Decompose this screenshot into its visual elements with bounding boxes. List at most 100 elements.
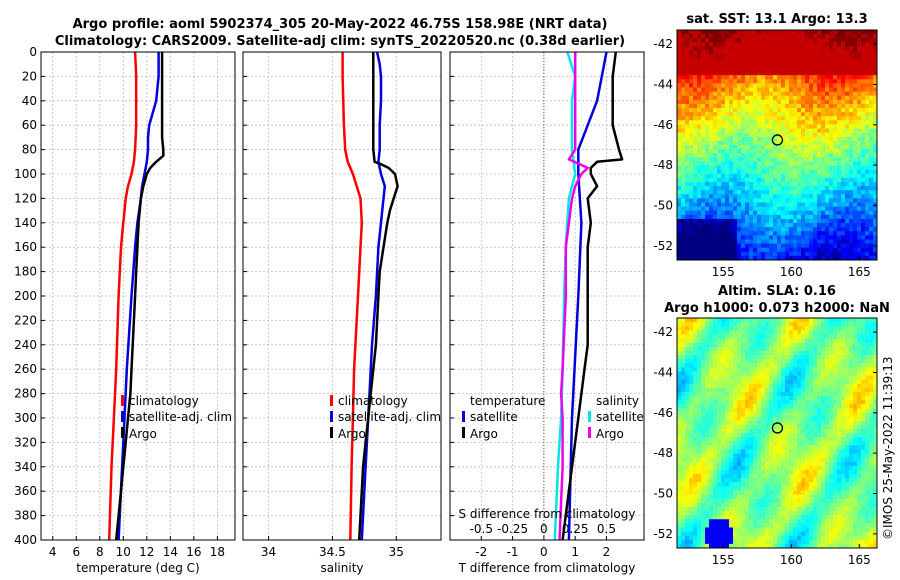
map-cell [825, 181, 830, 187]
x-tick-label: 35 [389, 545, 404, 559]
map-cell [709, 136, 714, 142]
map-cell [757, 165, 762, 171]
map-cell [681, 379, 686, 385]
map-cell [817, 342, 822, 348]
map-cell [777, 330, 782, 335]
map-cell [801, 42, 806, 47]
map-cell [853, 91, 858, 97]
map-cell [761, 103, 766, 109]
map-cell [797, 350, 802, 356]
map-cell [801, 54, 806, 60]
map-cell [857, 153, 862, 158]
map-cell [757, 396, 762, 401]
map-cell [741, 206, 746, 212]
map-cell [717, 396, 722, 401]
map-cell [781, 38, 786, 43]
map-cell [865, 445, 870, 450]
map-cell [793, 342, 798, 348]
map-cell [857, 177, 862, 183]
map-cell [745, 30, 750, 35]
map-cell [705, 375, 710, 381]
map-cell [849, 99, 854, 105]
map-cell [849, 412, 854, 417]
map-cell [725, 400, 730, 405]
map-cell [697, 354, 702, 360]
map-cell [741, 136, 746, 142]
map-cell [857, 140, 862, 146]
map-cell [709, 157, 714, 162]
map-cell [773, 379, 778, 385]
map-cell [733, 346, 738, 352]
map-cell [685, 445, 690, 450]
map-cell [821, 30, 826, 35]
map-cell [773, 210, 778, 216]
map-cell [685, 223, 690, 228]
map-cell [825, 30, 830, 35]
map-cell [805, 231, 810, 236]
map-cell [853, 342, 858, 348]
map-cell [785, 103, 790, 109]
map-cell [757, 173, 762, 179]
map-cell [845, 231, 850, 236]
map-cell [685, 124, 690, 129]
map-cell [797, 157, 802, 162]
map-cell [713, 128, 718, 134]
map-cell [765, 71, 770, 76]
map-cell [705, 441, 710, 446]
map-cell [821, 354, 826, 360]
map-cell [693, 371, 698, 376]
map-cell [761, 346, 766, 352]
map-cell [757, 375, 762, 381]
map-cell [853, 153, 858, 158]
map-cell [757, 194, 762, 199]
map-cell [853, 235, 858, 240]
map-cell [709, 461, 714, 467]
map-cell [797, 169, 802, 175]
map-cell [717, 424, 722, 430]
map-cell [745, 38, 750, 43]
map-cell [853, 363, 858, 368]
map-cell [705, 354, 710, 360]
map-cell [793, 396, 798, 401]
map-cell [733, 371, 738, 376]
map-cell [853, 469, 858, 475]
map-cell [737, 99, 742, 105]
map-cell [705, 408, 710, 413]
map-cell [801, 46, 806, 51]
map-cell [685, 428, 690, 434]
legend-t-satellite: satellite [470, 410, 518, 424]
map-cell [865, 214, 870, 220]
map-cell [757, 371, 762, 376]
map-cell [745, 202, 750, 208]
map-cell [693, 165, 698, 171]
map-cell [737, 194, 742, 199]
map-cell [737, 457, 742, 463]
map-cell [701, 322, 706, 327]
map-cell [701, 128, 706, 134]
map-cell [769, 465, 774, 471]
map-cell [725, 354, 730, 360]
map-cell [737, 445, 742, 450]
map-cell [725, 214, 730, 220]
map-cell [793, 54, 798, 60]
map-cell [841, 79, 846, 84]
map-cell [757, 181, 762, 187]
map-cell [801, 181, 806, 187]
map-cell [753, 116, 758, 121]
map-cell [793, 186, 798, 191]
map-cell [733, 474, 738, 479]
map-cell [813, 441, 818, 446]
map-cell [849, 433, 854, 438]
map-cell [789, 371, 794, 376]
map-cell [853, 103, 858, 109]
map-cell [753, 441, 758, 446]
map-cell [761, 445, 766, 450]
map-cell [857, 169, 862, 175]
map-cell [753, 412, 758, 417]
map-cell [741, 95, 746, 101]
map-cell [813, 367, 818, 372]
map-cell [677, 103, 682, 109]
map-cell [701, 54, 706, 60]
map-cell [753, 428, 758, 434]
map-cell [777, 379, 782, 385]
